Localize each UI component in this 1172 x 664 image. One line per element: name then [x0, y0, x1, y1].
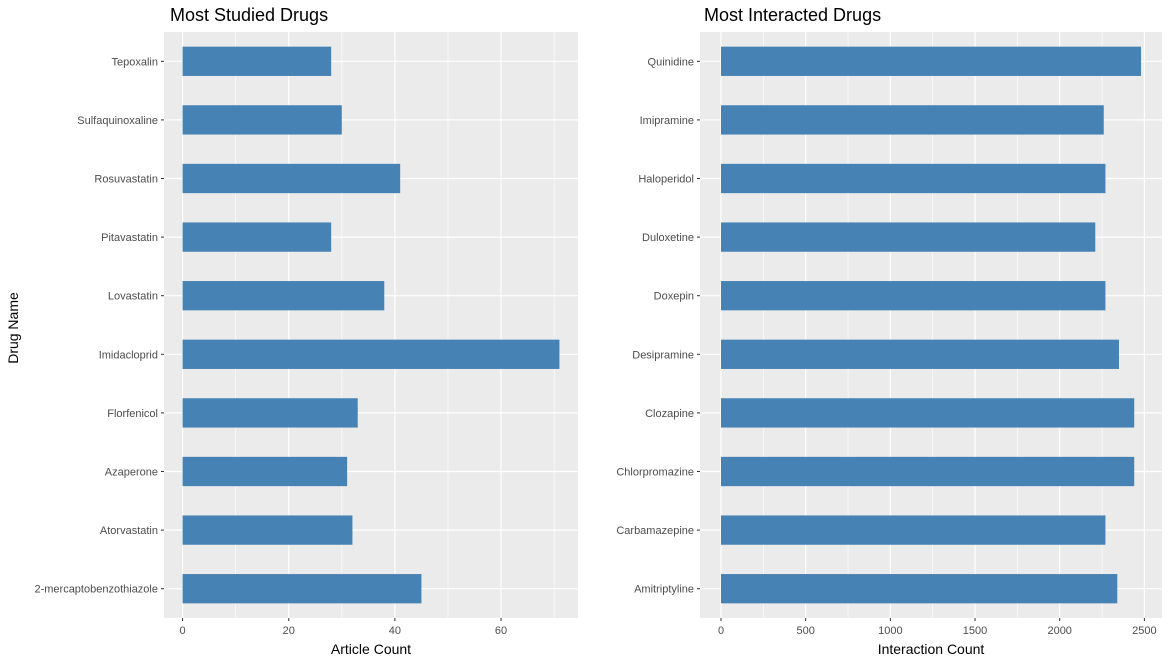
bar-2-mercaptobenzothiazole [182, 574, 422, 604]
y-tick-label: Atorvastatin [100, 525, 158, 537]
bar-clozapine [721, 398, 1135, 428]
y-tick-label: Chlorpromazine [616, 467, 694, 479]
y-tick-label: Carbamazepine [616, 525, 694, 537]
y-tick-label: Lovastatin [108, 291, 158, 303]
bar-pitavastatin [182, 222, 332, 252]
y-tick-label: Pitavastatin [101, 232, 158, 244]
x-tick-label: 0 [718, 625, 724, 637]
x-tick-label: 2500 [1132, 625, 1156, 637]
y-tick-label: Sulfaquinoxaline [77, 115, 158, 127]
bar-quinidine [721, 46, 1141, 76]
bar-atorvastatin [182, 515, 353, 545]
bar-imidacloprid [182, 339, 560, 369]
y-tick-label: Imidacloprid [99, 349, 158, 361]
y-tick-label: Rosuvastatin [94, 174, 158, 186]
y-tick-label: Clozapine [645, 408, 694, 420]
bar-rosuvastatin [182, 163, 401, 194]
chart-title: Most Interacted Drugs [704, 5, 881, 25]
bar-sulfaquinoxaline [182, 105, 342, 135]
panel-most-studied-drugs: Tepoxalin Sulfaquinoxaline Rosuvastatin Pit… [34, 5, 578, 657]
y-tick-label: Tepoxalin [112, 56, 158, 68]
x-tick-label: 40 [389, 625, 401, 637]
x-tick-label: 1500 [963, 625, 987, 637]
bar-carbamazepine [721, 515, 1106, 545]
panel-most-interacted-drugs: Quinidine Imipramine Haloperidol Duloxetine… [616, 5, 1162, 657]
x-tick-label: 1000 [878, 625, 902, 637]
x-tick-label: 60 [495, 625, 507, 637]
x-tick-label: 0 [180, 625, 186, 637]
chart-title: Most Studied Drugs [170, 5, 328, 25]
y-tick-label: Amitriptyline [634, 584, 694, 596]
bar-florfenicol [182, 398, 358, 428]
y-tick-label: Quinidine [648, 56, 694, 68]
y-axis-title: Drug Name [5, 292, 21, 364]
bar-azaperone [182, 456, 348, 487]
bar-doxepin [721, 281, 1106, 311]
y-tick-label: Duloxetine [642, 232, 694, 244]
x-tick-label: 20 [283, 625, 295, 637]
y-tick-label: Haloperidol [638, 174, 694, 186]
y-tick-label: Florfenicol [107, 408, 158, 420]
bar-desipramine [721, 339, 1119, 369]
bar-duloxetine [721, 222, 1096, 252]
y-tick-label: Imipramine [640, 115, 694, 127]
y-tick-label: 2-mercaptobenzothiazole [34, 584, 158, 596]
y-tick-label: Desipramine [632, 349, 694, 361]
bar-amitriptyline [721, 574, 1118, 604]
y-tick-label: Doxepin [654, 291, 694, 303]
x-axis-title: Article Count [331, 641, 411, 657]
bar-tepoxalin [182, 46, 332, 76]
x-tick-label: 500 [796, 625, 814, 637]
x-tick-label: 2000 [1047, 625, 1071, 637]
y-tick-label: Azaperone [105, 467, 158, 479]
x-axis-title: Interaction Count [878, 641, 985, 657]
bar-lovastatin [182, 281, 385, 311]
bar-haloperidol [721, 163, 1106, 194]
bar-imipramine [721, 105, 1104, 135]
bar-chlorpromazine [721, 456, 1135, 487]
